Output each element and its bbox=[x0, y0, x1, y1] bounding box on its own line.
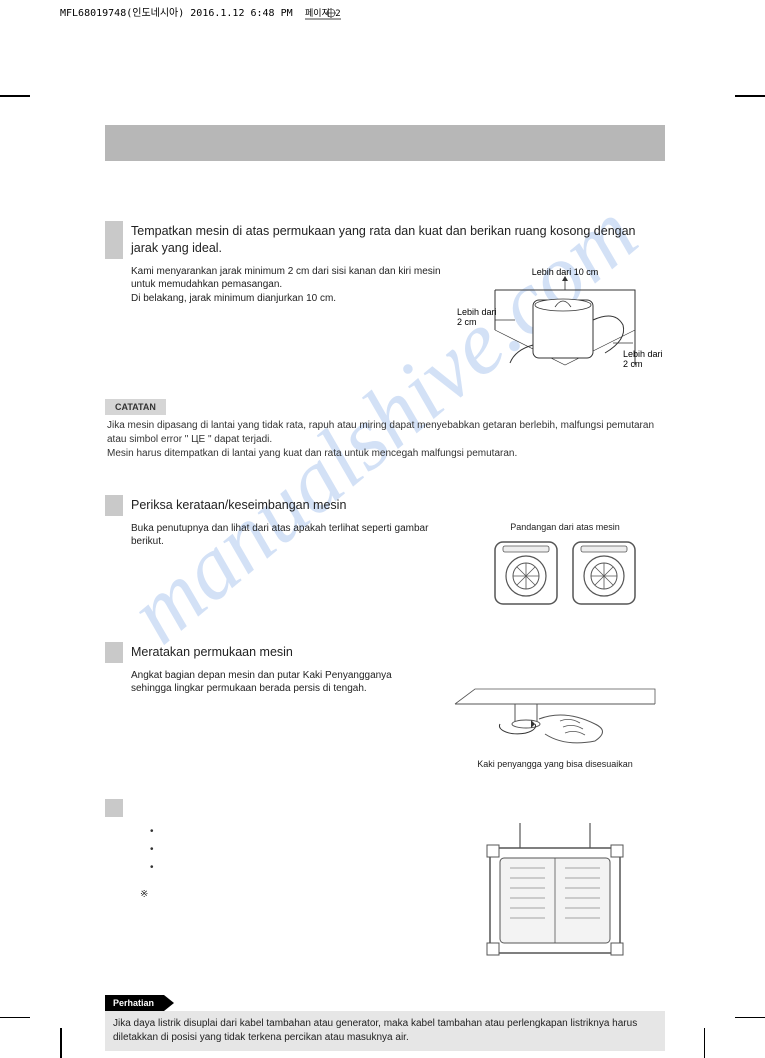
warning-block: Perhatian Jika daya listrik disuplai dar… bbox=[105, 993, 665, 1051]
figure-foot bbox=[445, 669, 665, 759]
figure-caption: Pandangan dari atas mesin bbox=[465, 522, 665, 532]
page-mark: 페이지 28 bbox=[305, 6, 341, 20]
section-title: Periksa kerataan/keseimbangan mesin bbox=[131, 495, 346, 516]
list-item: • bbox=[150, 823, 453, 841]
crop-mark bbox=[704, 1028, 706, 1058]
section-title: Tempatkan mesin di atas permukaan yang r… bbox=[131, 221, 665, 259]
fig-label-left-1: Lebih dari bbox=[457, 307, 497, 317]
crop-mark bbox=[0, 1017, 30, 1019]
figure-clearance: Lebih dari 10 cm bbox=[455, 265, 665, 385]
figure-topview bbox=[465, 532, 665, 612]
section-body: Buka penutupnya dan lihat dari atas apak… bbox=[131, 522, 453, 549]
doc-header: MFL68019748(인도네시아) 2016.1.12 6:48 PM 페이지… bbox=[60, 4, 341, 20]
bullet-list: • • • bbox=[150, 823, 453, 877]
fig-label-right-1: Lebih dari bbox=[623, 349, 663, 359]
list-item: • bbox=[150, 841, 453, 859]
title-bar bbox=[105, 125, 665, 161]
warning-label: Perhatian bbox=[105, 995, 164, 1011]
list-item: • bbox=[150, 859, 453, 877]
reference-symbol: ※ bbox=[140, 889, 453, 900]
fig-label-top: Lebih dari 10 cm bbox=[532, 267, 599, 277]
crop-mark bbox=[60, 1028, 62, 1058]
page-content: Tempatkan mesin di atas permukaan yang r… bbox=[105, 125, 665, 1051]
figure-caption: Kaki penyangga yang bisa disesuaikan bbox=[445, 759, 665, 769]
section-placement: Tempatkan mesin di atas permukaan yang r… bbox=[105, 221, 665, 465]
page-label-text: 페이지 28 bbox=[305, 8, 341, 19]
section-bottom: • • • ※ bbox=[105, 799, 665, 963]
section-marker bbox=[105, 642, 123, 663]
note-label: CATATAN bbox=[105, 399, 166, 415]
section-body: Kami menyarankan jarak minimum 2 cm dari… bbox=[131, 265, 443, 306]
section-level-check: Periksa kerataan/keseimbangan mesin Buka… bbox=[105, 495, 665, 612]
note-text: Jika mesin dipasang di lantai yang tidak… bbox=[105, 415, 665, 465]
section-body: Angkat bagian depan mesin dan putar Kaki… bbox=[131, 669, 433, 696]
fig-label-right-2: 2 cm bbox=[623, 359, 643, 369]
section-marker bbox=[105, 495, 123, 516]
section-leveling: Meratakan permukaan mesin Angkat bagian … bbox=[105, 642, 665, 769]
fig-label-left-2: 2 cm bbox=[457, 317, 477, 327]
crop-mark bbox=[735, 95, 765, 97]
crop-mark bbox=[0, 95, 30, 97]
section-marker bbox=[105, 799, 123, 817]
figure-bottomview: <239/> bbox=[465, 823, 645, 963]
section-title: Meratakan permukaan mesin bbox=[131, 642, 293, 663]
doc-id: MFL68019748(인도네시아) 2016.1.12 6:48 PM bbox=[60, 8, 293, 19]
warning-text: Jika daya listrik disuplai dari kabel ta… bbox=[105, 1011, 665, 1051]
section-marker bbox=[105, 221, 123, 259]
crop-mark bbox=[735, 1017, 765, 1019]
